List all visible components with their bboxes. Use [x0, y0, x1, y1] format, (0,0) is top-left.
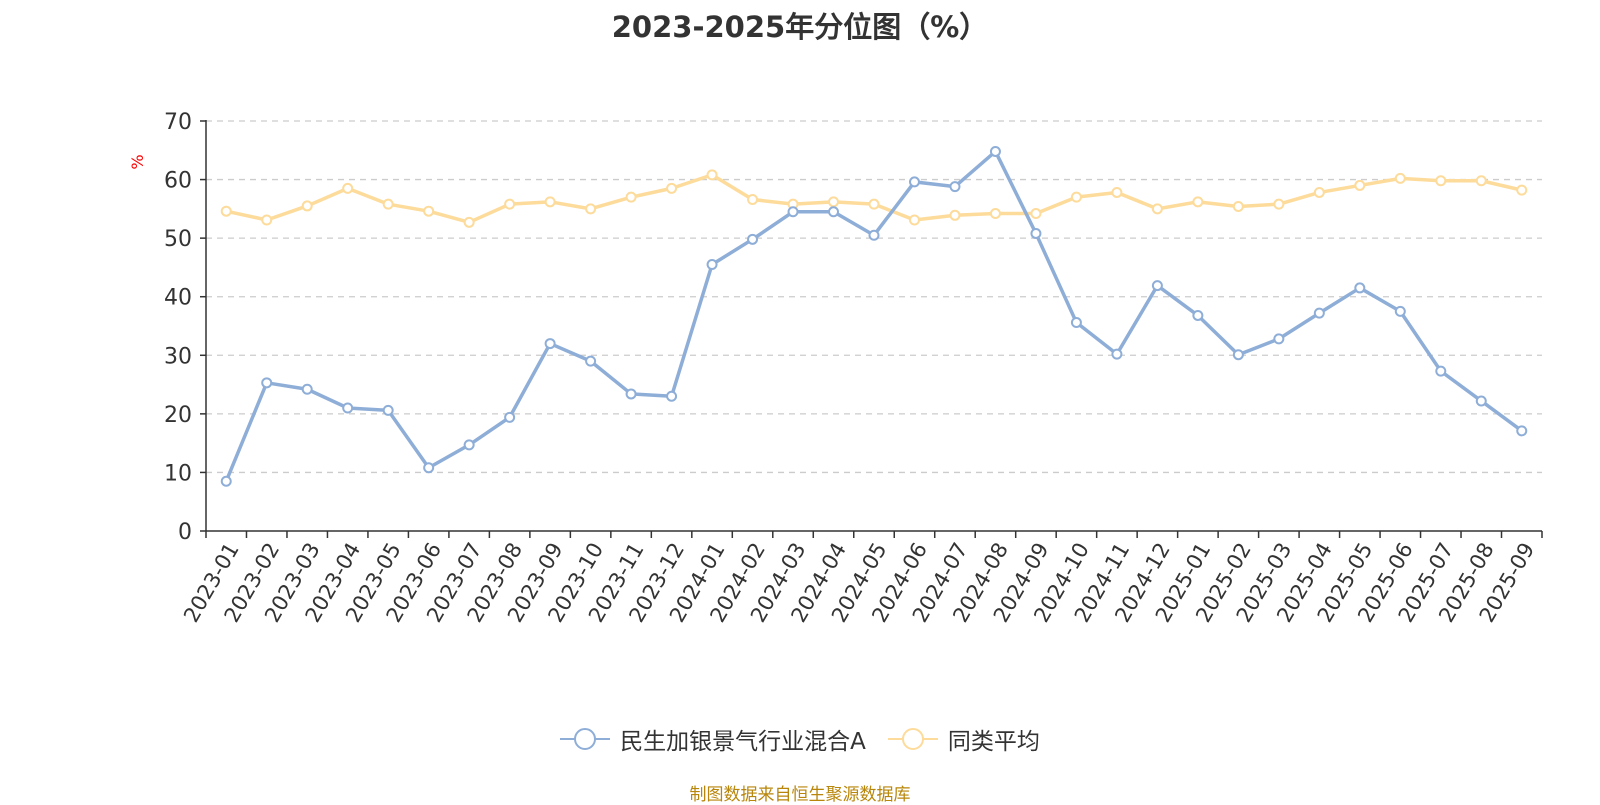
legend: 民生加银景气行业混合A 同类平均 — [0, 722, 1600, 756]
series-1 — [220, 169, 1528, 228]
data-point-series-0[interactable] — [1475, 395, 1487, 407]
y-tick-label: 50 — [164, 227, 192, 252]
axes: 0102030405060702023-012023-022023-032023… — [164, 110, 1543, 626]
data-point-series-1[interactable] — [544, 196, 556, 208]
data-point-series-0[interactable] — [1354, 282, 1366, 294]
series-lines — [220, 145, 1528, 487]
data-point-series-0[interactable] — [989, 145, 1001, 157]
data-point-series-1[interactable] — [949, 209, 961, 221]
data-point-series-1[interactable] — [382, 198, 394, 210]
data-point-series-0[interactable] — [585, 355, 597, 367]
data-point-series-1[interactable] — [463, 216, 475, 228]
data-point-series-0[interactable] — [666, 390, 678, 402]
data-point-series-0[interactable] — [220, 475, 232, 487]
legend-label-series-1: 同类平均 — [947, 729, 1040, 755]
data-point-series-1[interactable] — [989, 208, 1001, 220]
data-point-series-0[interactable] — [1232, 349, 1244, 361]
data-point-series-0[interactable] — [1435, 365, 1447, 377]
data-point-series-1[interactable] — [1435, 175, 1447, 187]
data-point-series-0[interactable] — [1111, 348, 1123, 360]
legend-marker-series-0 — [560, 728, 611, 750]
data-point-series-0[interactable] — [949, 181, 961, 193]
series-line-1 — [225, 173, 1523, 225]
data-point-series-0[interactable] — [908, 176, 920, 188]
data-point-series-1[interactable] — [1516, 184, 1528, 196]
data-point-series-1[interactable] — [1151, 203, 1163, 215]
data-point-series-1[interactable] — [666, 182, 678, 194]
data-point-series-1[interactable] — [1273, 198, 1285, 210]
data-point-series-1[interactable] — [1475, 175, 1487, 187]
chart-title: 2023-2025年分位图（%） — [611, 10, 989, 44]
data-point-series-0[interactable] — [1273, 333, 1285, 345]
data-point-series-0[interactable] — [423, 462, 435, 474]
data-point-series-1[interactable] — [706, 169, 718, 181]
data-point-series-1[interactable] — [747, 193, 759, 205]
data-point-series-1[interactable] — [868, 198, 880, 210]
legend-item-series-1[interactable]: 同类平均 — [887, 722, 1040, 756]
data-point-series-0[interactable] — [1313, 307, 1325, 319]
data-point-series-0[interactable] — [544, 338, 556, 350]
data-point-series-1[interactable] — [1354, 179, 1366, 191]
data-point-series-0[interactable] — [1070, 316, 1082, 328]
legend-marker-series-1 — [887, 728, 938, 750]
gridlines — [206, 120, 1542, 474]
data-point-series-0[interactable] — [747, 233, 759, 245]
data-point-series-0[interactable] — [1030, 227, 1042, 239]
data-point-series-1[interactable] — [1111, 186, 1123, 198]
data-point-series-0[interactable] — [301, 383, 313, 395]
data-point-series-1[interactable] — [828, 196, 840, 208]
data-point-series-0[interactable] — [504, 411, 516, 423]
data-point-series-1[interactable] — [908, 214, 920, 226]
data-point-series-1[interactable] — [301, 200, 313, 212]
y-tick-label: 10 — [164, 461, 192, 486]
data-point-series-1[interactable] — [1070, 191, 1082, 203]
data-point-series-0[interactable] — [463, 439, 475, 451]
series-0 — [220, 145, 1528, 487]
data-point-series-0[interactable] — [828, 206, 840, 218]
y-tick-label: 60 — [164, 169, 192, 194]
y-tick-label: 20 — [164, 403, 192, 428]
data-point-series-1[interactable] — [625, 191, 637, 203]
y-tick-label: 70 — [164, 110, 192, 135]
data-point-series-1[interactable] — [342, 182, 354, 194]
data-point-series-0[interactable] — [1516, 425, 1528, 437]
data-point-series-1[interactable] — [1313, 186, 1325, 198]
data-point-series-0[interactable] — [868, 229, 880, 241]
data-point-series-1[interactable] — [1192, 196, 1204, 208]
data-point-series-0[interactable] — [787, 206, 799, 218]
data-point-series-0[interactable] — [1151, 280, 1163, 292]
y-tick-label: 30 — [164, 344, 192, 369]
legend-item-series-0[interactable]: 民生加银景气行业混合A — [560, 722, 866, 756]
data-point-series-1[interactable] — [504, 198, 516, 210]
data-point-series-1[interactable] — [1030, 208, 1042, 220]
data-point-series-1[interactable] — [1232, 201, 1244, 213]
data-point-series-0[interactable] — [261, 377, 273, 389]
source-note: 制图数据来自恒生聚源数据库 — [689, 785, 911, 805]
data-point-series-0[interactable] — [1192, 309, 1204, 321]
data-point-series-0[interactable] — [382, 404, 394, 416]
data-point-series-0[interactable] — [342, 402, 354, 414]
legend-label-series-0: 民生加银景气行业混合A — [620, 729, 866, 755]
data-point-series-0[interactable] — [1394, 305, 1406, 317]
y-tick-label: 40 — [164, 286, 192, 311]
y-axis-label: % — [128, 154, 147, 169]
data-point-series-0[interactable] — [625, 388, 637, 400]
data-point-series-1[interactable] — [261, 214, 273, 226]
y-tick-label: 0 — [178, 520, 192, 545]
data-point-series-0[interactable] — [706, 259, 718, 270]
data-point-series-1[interactable] — [220, 205, 232, 217]
data-point-series-1[interactable] — [423, 205, 435, 217]
data-point-series-1[interactable] — [1394, 172, 1406, 184]
data-point-series-1[interactable] — [585, 203, 597, 215]
